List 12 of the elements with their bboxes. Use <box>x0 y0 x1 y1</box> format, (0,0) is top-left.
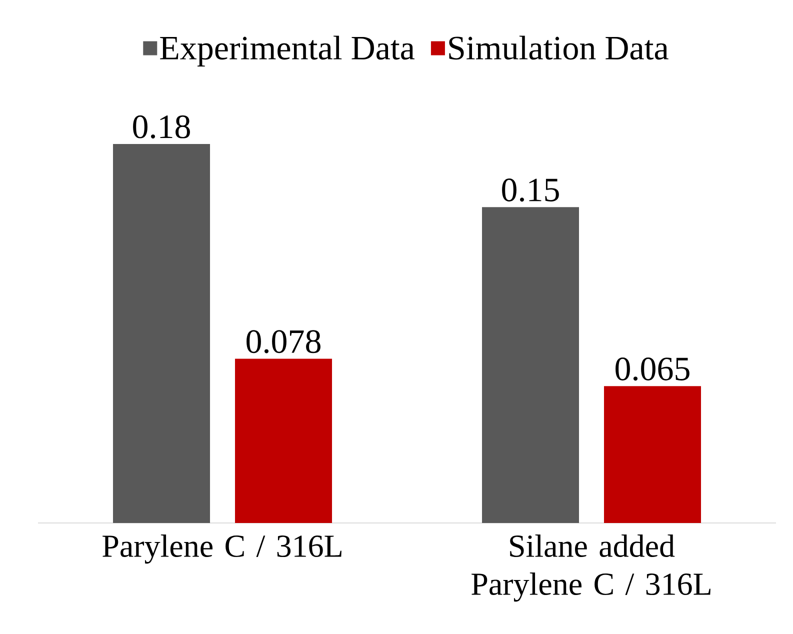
data-label: 0.15 <box>502 178 559 202</box>
bar <box>235 358 332 523</box>
legend-label: Simulation Data <box>449 36 668 60</box>
legend-label: Experimental Data <box>160 36 415 67</box>
bar <box>113 144 210 523</box>
bar <box>604 386 701 523</box>
data-label: 0.078 <box>246 330 320 354</box>
x-tick-label: Parylene C / 316L <box>102 534 342 564</box>
data-label: 0.18 <box>133 115 190 138</box>
data-label: 0.065 <box>616 357 690 381</box>
x-tick-label: Silane added Parylene C / 316L <box>472 534 710 602</box>
bar <box>482 207 579 523</box>
